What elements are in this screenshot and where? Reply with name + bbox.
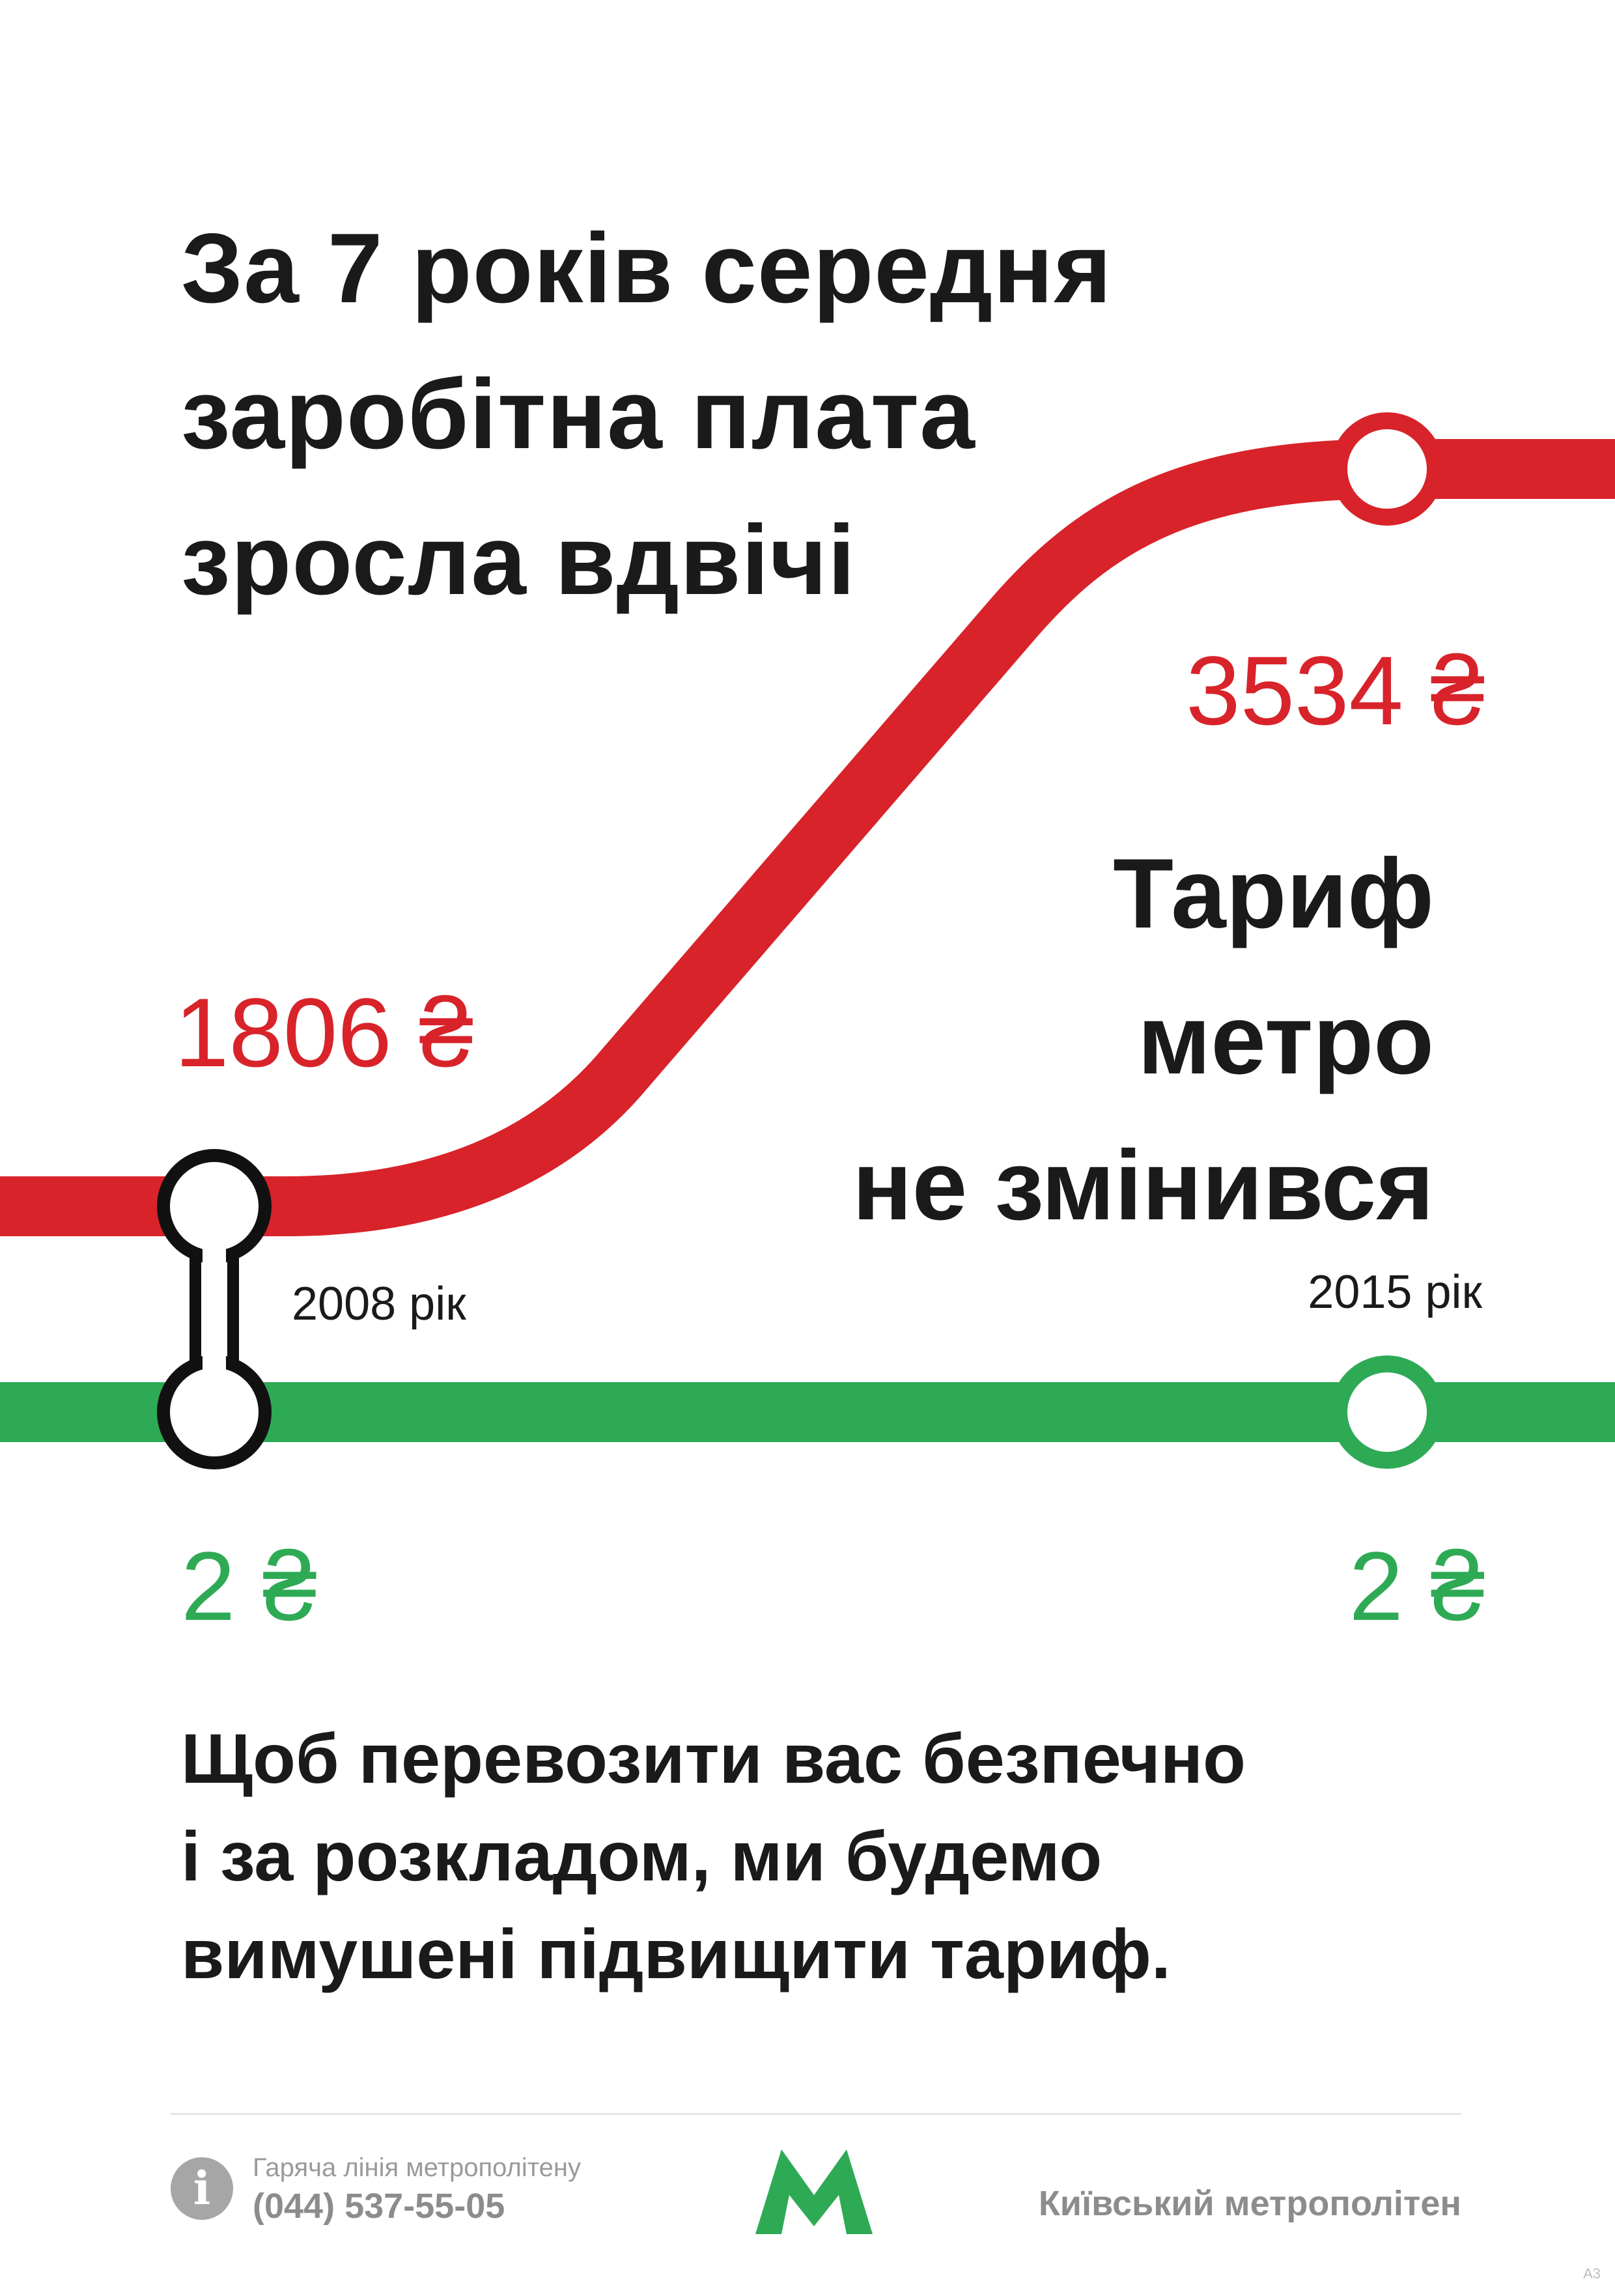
body-line-3: вимушені підвищити тариф. bbox=[181, 1914, 1171, 1993]
body-text: Щоб перевозити вас безпечно і за розклад… bbox=[181, 1710, 1246, 2003]
tariff-heading: Тариф метро не змінився bbox=[852, 821, 1434, 1258]
headline-line-3: зросла вдвічі bbox=[181, 505, 856, 616]
headline-line-2: заробітна плата bbox=[181, 359, 976, 470]
org-name: Київський метрополітен bbox=[1038, 2184, 1461, 2223]
footer-divider bbox=[171, 2113, 1461, 2115]
station-tariff-2015 bbox=[1330, 1355, 1444, 1469]
size-mark: A3 bbox=[1583, 2265, 1601, 2282]
headline-line-1: За 7 років середня bbox=[181, 213, 1112, 324]
salary-line bbox=[0, 439, 1615, 1236]
hotline-phone: (044) 537-55-05 bbox=[253, 2187, 505, 2226]
tariff-2008-value: 2 ₴ bbox=[181, 1531, 317, 1641]
tariff-heading-line-2: метро bbox=[1137, 984, 1434, 1095]
salary-2008-value: 1806 ₴ bbox=[175, 978, 473, 1087]
body-line-2: і за розкладом, ми будемо bbox=[181, 1817, 1102, 1895]
year-2008-label: 2008 рік bbox=[292, 1278, 466, 1330]
station-salary-2015 bbox=[1330, 412, 1444, 526]
headline: За 7 років середня заробітна плата зросл… bbox=[181, 195, 1256, 633]
tariff-heading-line-1: Тариф bbox=[1113, 838, 1434, 949]
body-line-1: Щоб перевозити вас безпечно bbox=[181, 1719, 1246, 1798]
hotline-label: Гаряча лінія метрополітену bbox=[253, 2153, 581, 2182]
info-icon: i bbox=[171, 2157, 233, 2220]
tariff-2015-value: 2 ₴ bbox=[1349, 1531, 1485, 1641]
year-2015-label: 2015 рік bbox=[1308, 1266, 1482, 1318]
metro-m-logo-icon bbox=[755, 2149, 873, 2234]
tariff-heading-line-3: не змінився bbox=[852, 1130, 1434, 1241]
salary-2015-value: 3534 ₴ bbox=[1186, 636, 1485, 745]
